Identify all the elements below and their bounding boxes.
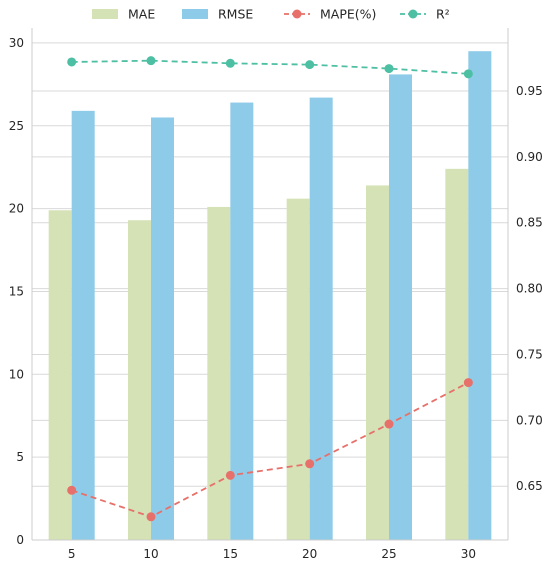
bar-mae-5 <box>48 210 72 540</box>
point-mape-25 <box>384 419 394 429</box>
y-right-tick-label: 0.90 <box>516 150 543 164</box>
legend-swatch-rmse <box>182 9 208 19</box>
bar-rmse-20 <box>309 97 333 541</box>
legend-label-rmse: RMSE <box>218 7 253 22</box>
bar-rmse-5 <box>71 110 95 540</box>
y-left-tick-label: 5 <box>16 450 24 464</box>
point-r-5 <box>67 57 77 67</box>
x-tick-label: 15 <box>223 547 238 561</box>
legend-label-mape: MAPE(%) <box>320 7 376 22</box>
x-tick-label: 30 <box>461 547 476 561</box>
y-right-tick-label: 0.85 <box>516 216 543 230</box>
bar-mae-10 <box>128 220 151 540</box>
legend-marker-r <box>408 9 418 19</box>
bar-rmse-30 <box>468 51 492 540</box>
point-r-15 <box>225 58 235 68</box>
ticks: 0 5 10 15 20 25 30 0.65 0.70 0.75 0.80 0.85 0.90 0.95… <box>9 36 543 561</box>
x-tick-label: 25 <box>381 547 396 561</box>
y-left-tick-label: 20 <box>9 202 24 216</box>
point-mape-20 <box>305 459 315 469</box>
point-mape-10 <box>146 512 156 522</box>
point-r-25 <box>384 64 394 74</box>
point-r-20 <box>305 60 315 70</box>
bar-rmse-25 <box>389 74 412 540</box>
legend-marker-mape <box>292 9 302 19</box>
point-mape-15 <box>225 470 235 480</box>
y-right-tick-label: 0.70 <box>516 413 543 427</box>
gridlines <box>32 42 508 541</box>
y-left-tick-label: 30 <box>9 36 24 50</box>
point-mape-30 <box>463 378 473 388</box>
legend-label-r: R² <box>436 7 450 22</box>
x-tick-label: 10 <box>143 547 158 561</box>
y-right-tick-label: 0.95 <box>516 84 543 98</box>
bar-mae-20 <box>286 198 310 540</box>
y-left-tick-label: 25 <box>9 119 24 133</box>
legend-label-mae: MAE <box>128 7 155 22</box>
line-r <box>71 59 469 75</box>
bars <box>48 51 492 541</box>
legend-swatch-mae <box>92 9 118 19</box>
bar-rmse-15 <box>230 102 254 540</box>
bar-mae-15 <box>207 206 231 540</box>
x-tick-label: 20 <box>302 547 317 561</box>
point-mape-5 <box>67 485 77 495</box>
y-right-tick-label: 0.75 <box>516 347 543 361</box>
bar-mae-30 <box>445 168 469 540</box>
axes <box>31 28 509 541</box>
bar-mae-25 <box>366 185 389 540</box>
lines <box>67 56 473 522</box>
bar-rmse-10 <box>151 117 174 540</box>
legend: MAE RMSE MAPE(%) R² <box>92 7 450 22</box>
point-r-30 <box>463 69 473 79</box>
line-mape <box>71 381 469 518</box>
y-right-tick-label: 0.80 <box>516 282 543 296</box>
y-right-tick-label: 0.65 <box>516 479 543 493</box>
y-left-tick-label: 0 <box>16 533 24 547</box>
y-left-tick-label: 15 <box>9 284 24 298</box>
point-r-10 <box>146 56 156 66</box>
x-tick-label: 5 <box>68 547 76 561</box>
y-left-tick-label: 10 <box>9 367 24 381</box>
